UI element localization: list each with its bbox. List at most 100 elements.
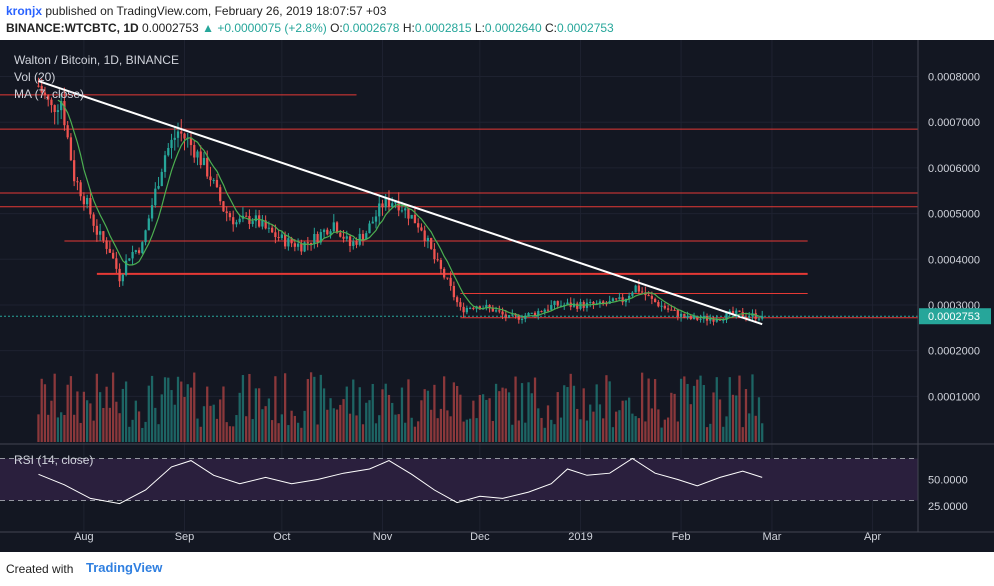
volume-bar bbox=[245, 416, 248, 442]
candle-body bbox=[589, 302, 592, 304]
chart-svg[interactable]: Aug Sep Oct Nov Dec 2019 Feb Mar Apr 0.0008000 0.0… bbox=[0, 40, 994, 552]
volume-bar bbox=[124, 381, 128, 442]
volume-bar bbox=[475, 418, 478, 442]
candle-body bbox=[137, 250, 141, 253]
volume-bar bbox=[718, 399, 722, 442]
volume-bar bbox=[738, 375, 741, 442]
high-value: 0.0002815 bbox=[414, 21, 472, 35]
volume-bar bbox=[712, 392, 715, 442]
volume-bar bbox=[689, 404, 692, 442]
candle-body bbox=[92, 214, 95, 226]
candle-body bbox=[459, 302, 462, 307]
candle-body bbox=[647, 295, 650, 297]
volume-bar bbox=[563, 385, 566, 442]
rsi-line bbox=[38, 457, 763, 505]
candle-body bbox=[60, 101, 63, 111]
volume-bar bbox=[128, 426, 131, 442]
volume-bar bbox=[741, 427, 744, 442]
candle-body bbox=[628, 295, 631, 299]
candle-body bbox=[748, 316, 751, 318]
volume-bar bbox=[595, 384, 598, 442]
y-tick-label: 0.0002000 bbox=[928, 346, 980, 358]
candle-body bbox=[556, 301, 559, 306]
candle-body bbox=[280, 234, 284, 238]
volume-bar bbox=[504, 388, 507, 442]
candle-body bbox=[689, 315, 692, 319]
volume-bar bbox=[559, 417, 563, 442]
volume-bar bbox=[673, 393, 676, 442]
author-link[interactable]: kronjx bbox=[6, 4, 43, 18]
volume-bar bbox=[514, 376, 517, 442]
x-tick-label: Oct bbox=[273, 531, 290, 543]
tradingview-logo[interactable]: TradingView bbox=[86, 560, 163, 575]
chart-header: kronjx published on TradingView.com, Feb… bbox=[0, 0, 994, 40]
low-value: 0.0002640 bbox=[484, 21, 542, 35]
volume-bar bbox=[751, 374, 754, 442]
candle-body bbox=[640, 291, 644, 293]
candle-body bbox=[514, 314, 517, 316]
candle-body bbox=[290, 238, 293, 244]
candle-body bbox=[485, 304, 488, 309]
volume-bar bbox=[371, 383, 374, 442]
candle-body bbox=[498, 310, 501, 312]
candle-body bbox=[219, 187, 222, 202]
volume-bar bbox=[108, 407, 111, 442]
volume-bar bbox=[339, 404, 342, 442]
candle-body bbox=[82, 196, 86, 205]
volume-bar bbox=[63, 414, 66, 442]
candle-body bbox=[150, 205, 154, 219]
volume-bar bbox=[598, 404, 602, 442]
candle-body bbox=[309, 242, 313, 245]
candle-body bbox=[306, 242, 309, 244]
candle-body bbox=[618, 297, 621, 300]
candle-body bbox=[676, 309, 679, 317]
candle-body bbox=[439, 260, 443, 269]
candle-body bbox=[387, 198, 391, 207]
volume-bar bbox=[537, 408, 540, 442]
candle-body bbox=[225, 211, 228, 214]
volume-bar bbox=[498, 391, 501, 442]
ohlc-line: BINANCE:WTCBTC, 1D 0.0002753 ▲ +0.000007… bbox=[6, 21, 614, 35]
volume-bar bbox=[222, 386, 225, 442]
volume-bar bbox=[465, 419, 469, 442]
candle-body bbox=[735, 310, 738, 314]
volume-bar bbox=[66, 384, 69, 442]
volume-bar bbox=[147, 385, 150, 442]
candle-body bbox=[144, 230, 147, 243]
x-tick-label: Dec bbox=[470, 531, 490, 543]
y-tick-label: 0.0001000 bbox=[928, 391, 980, 403]
volume-bar bbox=[251, 419, 254, 442]
volume-bar bbox=[582, 388, 585, 442]
candle-body bbox=[527, 312, 530, 316]
candle-body bbox=[491, 307, 494, 312]
volume-bar bbox=[404, 422, 407, 442]
candle-body bbox=[131, 251, 134, 259]
candle-body bbox=[235, 222, 238, 225]
y-tick-label: 0.0006000 bbox=[928, 163, 980, 175]
chart-area[interactable]: Aug Sep Oct Nov Dec 2019 Feb Mar Apr 0.0008000 0.0… bbox=[0, 40, 994, 552]
candle-body bbox=[348, 236, 352, 246]
volume-bar bbox=[631, 413, 634, 442]
volume-bar bbox=[167, 377, 170, 442]
volume-bar bbox=[618, 410, 621, 442]
candle-body bbox=[53, 105, 56, 113]
candle-body bbox=[718, 319, 722, 321]
volume-bar bbox=[670, 392, 673, 442]
volume-bar bbox=[511, 424, 514, 442]
candle-body bbox=[449, 277, 452, 286]
candle-body bbox=[189, 137, 193, 146]
volume-bar bbox=[605, 375, 608, 442]
volume-bar bbox=[228, 426, 232, 442]
candle-body bbox=[267, 227, 271, 229]
candle-body bbox=[605, 303, 608, 305]
volume-bar bbox=[232, 426, 235, 442]
volume-bar bbox=[60, 412, 63, 442]
volume-bar bbox=[180, 381, 183, 442]
volume-bar bbox=[676, 421, 679, 442]
candle-body bbox=[436, 259, 439, 261]
volume-bar bbox=[624, 400, 628, 442]
candle-body bbox=[384, 198, 387, 208]
candle-body bbox=[329, 231, 332, 235]
candle-body bbox=[391, 203, 394, 207]
candle-body bbox=[56, 110, 60, 113]
